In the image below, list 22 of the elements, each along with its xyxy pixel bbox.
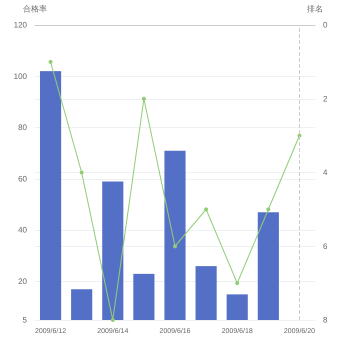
- y2-tick-label: 0: [323, 20, 328, 30]
- y2-tick-label: 4: [323, 168, 328, 177]
- y-tick-label: 100: [14, 72, 28, 81]
- y-tick-label: 60: [18, 174, 28, 184]
- point: [266, 207, 270, 212]
- y-tick-label: 80: [18, 123, 28, 132]
- point: [48, 60, 53, 64]
- y2-tick-label: 2: [323, 94, 328, 104]
- point: [173, 244, 177, 248]
- point: [110, 318, 115, 322]
- point: [142, 96, 146, 101]
- point: [235, 281, 240, 286]
- y-tick-label: 5: [22, 316, 28, 324]
- y2-tick-label: 6: [323, 242, 328, 251]
- point: [204, 207, 208, 212]
- y-tick-label: 120: [14, 20, 28, 30]
- y2-axis-title: 排名: [307, 4, 323, 14]
- point: [80, 170, 84, 174]
- y-tick-label: 40: [18, 226, 28, 235]
- y2-tick-label: 8: [323, 316, 328, 324]
- y-axis-title: 合格率: [23, 4, 47, 14]
- y-tick-label: 20: [18, 277, 28, 286]
